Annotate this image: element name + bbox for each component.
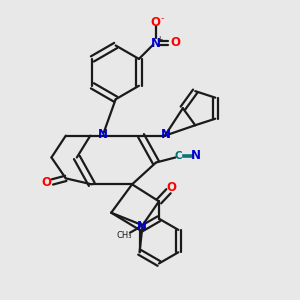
Text: +: + (157, 35, 163, 44)
Text: -: - (160, 14, 164, 23)
Text: N: N (98, 128, 108, 141)
Text: N: N (161, 128, 171, 141)
Text: N: N (190, 149, 200, 162)
Text: N: N (151, 37, 161, 50)
Text: O: O (167, 181, 177, 194)
Text: C: C (175, 151, 182, 161)
Text: O: O (170, 36, 180, 49)
Text: CH₃: CH₃ (117, 231, 132, 240)
Text: O: O (41, 176, 51, 189)
Text: N: N (136, 220, 147, 232)
Text: O: O (151, 16, 161, 29)
